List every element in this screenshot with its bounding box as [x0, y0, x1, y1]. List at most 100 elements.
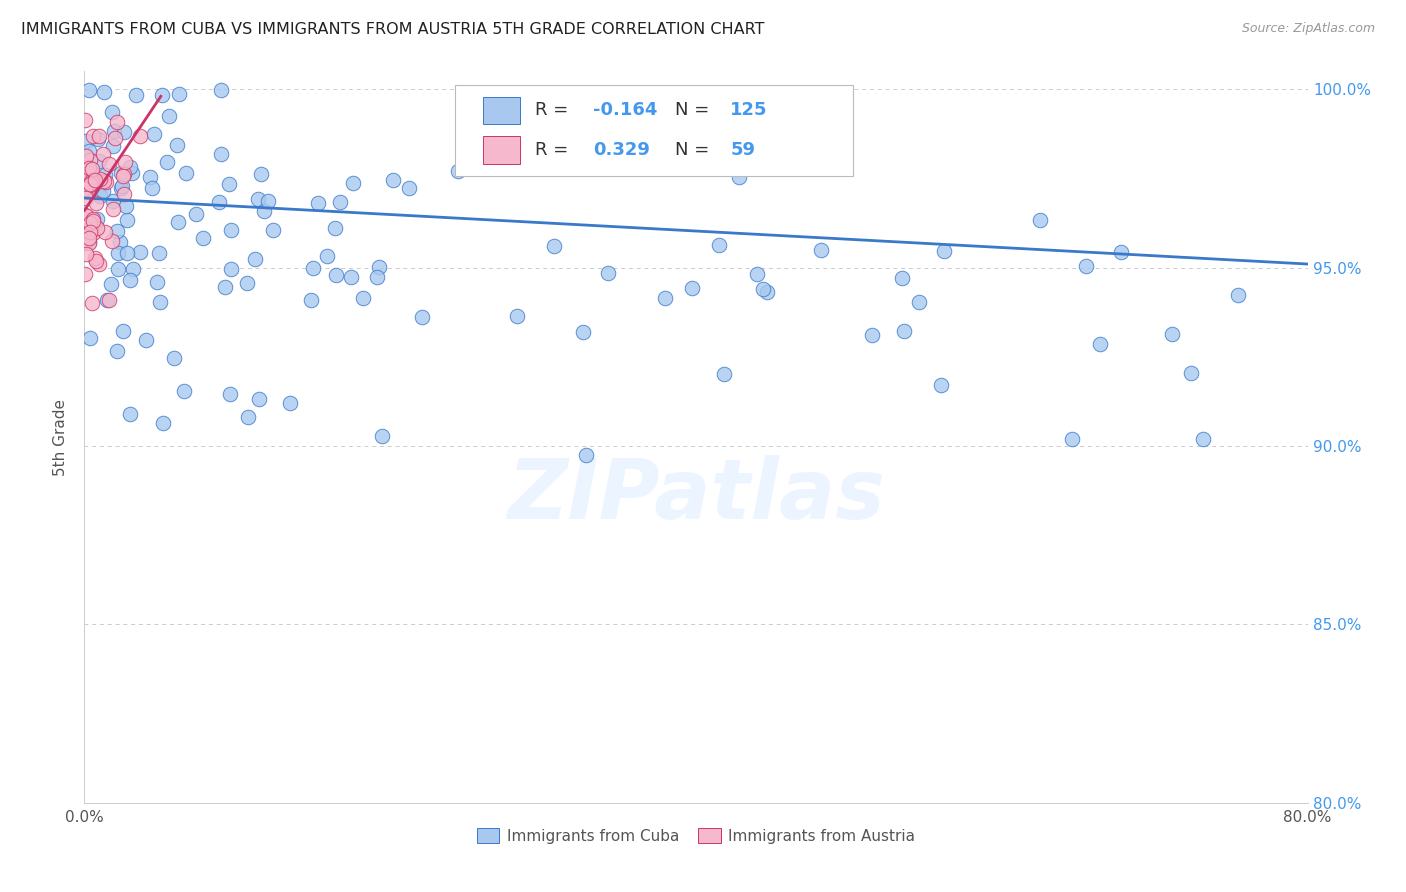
Point — [209, 147, 232, 161]
Point — [77, 83, 100, 97]
Point — [101, 202, 124, 216]
Point — [82, 173, 104, 187]
Point — [184, 207, 207, 221]
Point — [307, 196, 329, 211]
Point — [728, 169, 751, 184]
Point — [75, 134, 97, 148]
Point — [77, 144, 100, 158]
Point — [101, 194, 124, 209]
Point — [87, 132, 110, 146]
Point — [75, 162, 97, 177]
Point — [191, 231, 214, 245]
Point — [221, 262, 243, 277]
Point — [101, 234, 124, 248]
Point — [103, 123, 125, 137]
Point — [932, 244, 955, 258]
Point — [301, 261, 323, 276]
Point — [247, 192, 270, 206]
Point — [75, 149, 97, 163]
Point — [572, 325, 595, 339]
Point — [575, 449, 598, 463]
Point — [75, 184, 97, 198]
Point — [148, 246, 170, 260]
Point — [82, 214, 104, 228]
Point — [755, 285, 778, 299]
Point — [218, 177, 240, 191]
Point — [167, 87, 190, 101]
FancyBboxPatch shape — [484, 96, 520, 124]
Point — [1088, 337, 1111, 351]
Point — [142, 127, 165, 141]
Point — [141, 180, 163, 194]
Point — [77, 231, 100, 245]
Text: -0.164: -0.164 — [593, 102, 658, 120]
Point — [236, 276, 259, 290]
FancyBboxPatch shape — [456, 85, 852, 176]
Point — [243, 252, 266, 266]
Point — [247, 392, 270, 406]
Point — [82, 128, 104, 143]
Point — [931, 377, 953, 392]
Point — [82, 174, 104, 188]
Point — [107, 115, 129, 129]
Point — [122, 261, 145, 276]
Point — [75, 247, 97, 261]
Point — [79, 225, 101, 239]
Point — [110, 181, 132, 195]
FancyBboxPatch shape — [484, 136, 520, 164]
Point — [79, 177, 101, 191]
Point — [860, 327, 883, 342]
Point — [86, 211, 108, 226]
Point — [156, 155, 179, 169]
Point — [250, 167, 273, 181]
Text: IMMIGRANTS FROM CUBA VS IMMIGRANTS FROM AUSTRIA 5TH GRADE CORRELATION CHART: IMMIGRANTS FROM CUBA VS IMMIGRANTS FROM … — [21, 22, 765, 37]
Point — [100, 277, 122, 291]
Point — [893, 324, 915, 338]
Point — [76, 209, 98, 223]
Point — [77, 235, 100, 249]
Point — [382, 173, 405, 187]
Point — [1191, 433, 1213, 447]
Point — [118, 273, 141, 287]
Point — [79, 165, 101, 179]
Point — [96, 293, 118, 307]
Point — [209, 83, 232, 97]
Point — [323, 221, 346, 235]
Point — [366, 270, 388, 285]
Point — [1160, 326, 1182, 341]
Point — [112, 125, 135, 139]
Point — [79, 153, 101, 167]
Point — [104, 131, 127, 145]
Point — [543, 239, 565, 253]
Point — [325, 268, 347, 282]
Point — [79, 216, 101, 230]
Point — [84, 252, 107, 266]
Point — [87, 153, 110, 168]
Point — [709, 237, 731, 252]
Point — [93, 184, 115, 198]
Point — [218, 387, 240, 401]
Point — [84, 173, 107, 187]
Point — [163, 351, 186, 365]
Point — [506, 309, 529, 323]
Point — [98, 157, 121, 171]
Point — [80, 296, 103, 310]
Point — [368, 260, 391, 275]
Point — [1109, 245, 1132, 260]
Point — [342, 176, 364, 190]
Point — [352, 291, 374, 305]
Point — [112, 187, 135, 202]
Point — [82, 175, 104, 189]
Point — [370, 428, 392, 442]
Point — [73, 112, 96, 127]
Point — [89, 189, 111, 203]
Point — [82, 162, 104, 177]
Point — [82, 226, 104, 240]
Point — [135, 333, 157, 347]
Point — [214, 280, 236, 294]
Point — [752, 282, 775, 296]
Point — [75, 234, 97, 248]
Point — [79, 178, 101, 193]
Point — [149, 295, 172, 310]
Point — [118, 161, 141, 175]
